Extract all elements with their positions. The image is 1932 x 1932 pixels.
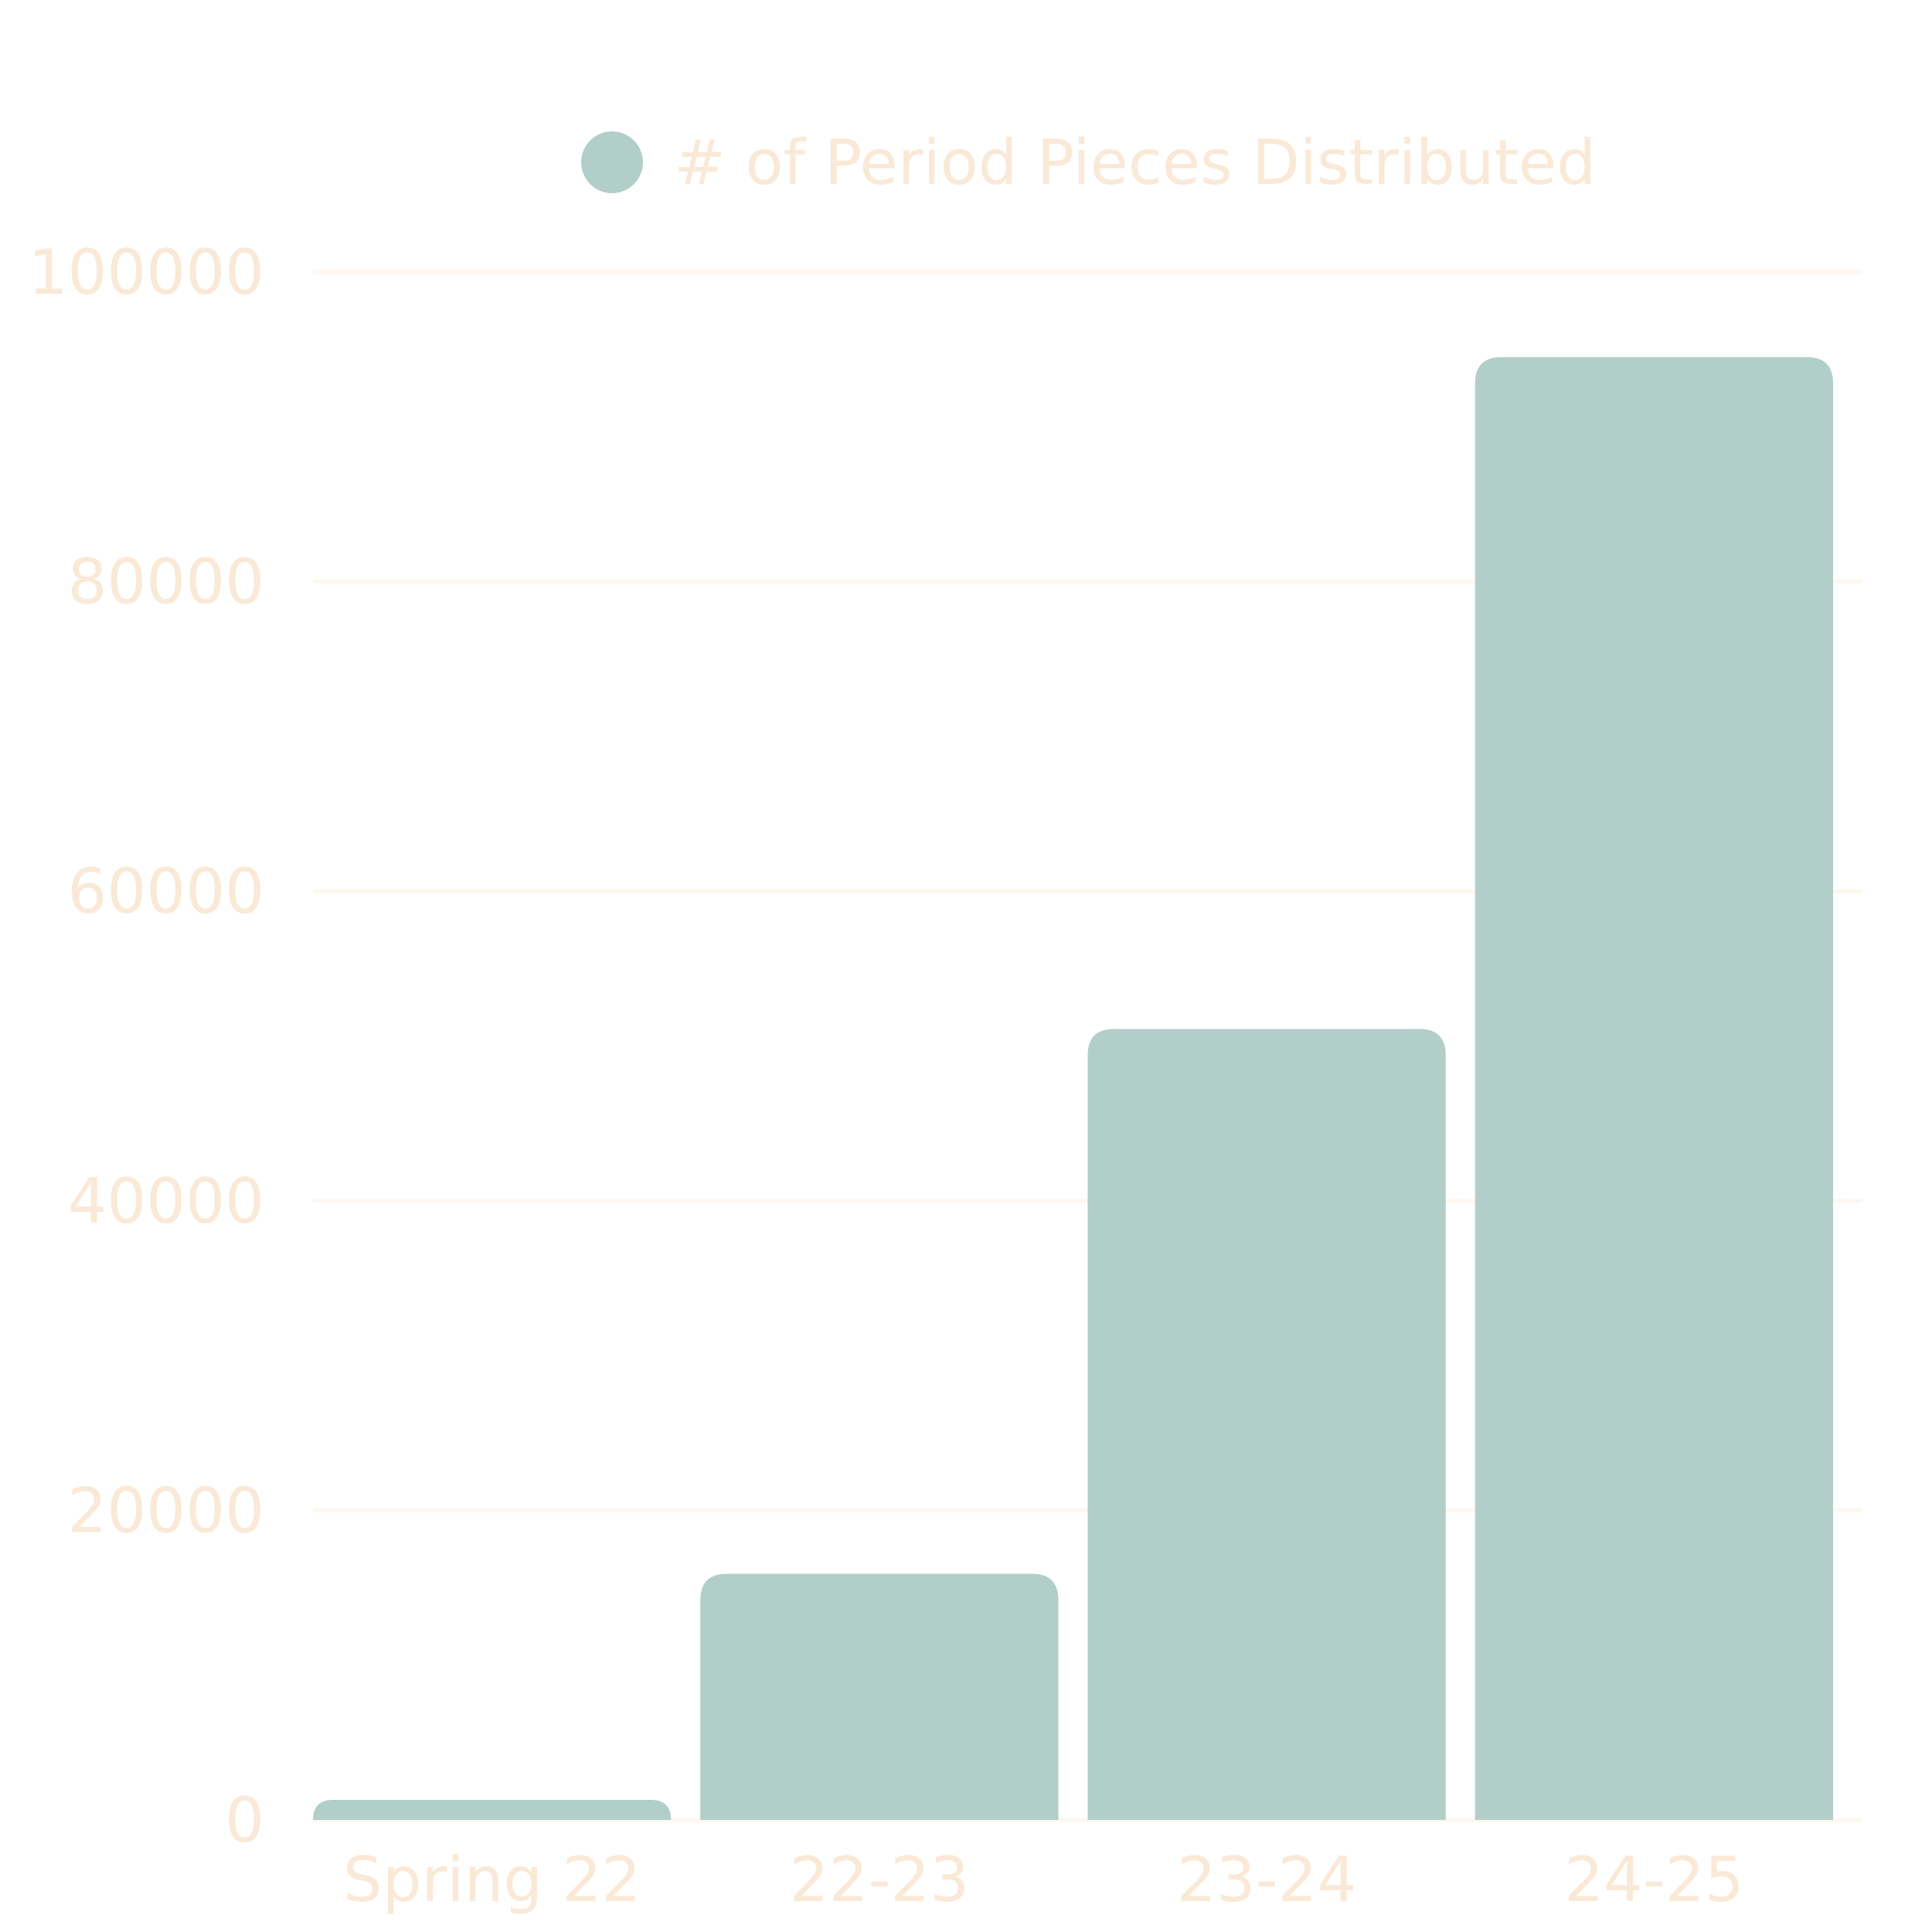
x-tick-label: 23-24 [1177,1844,1356,1916]
legend: # of Period Pieces Distributed [581,127,1596,199]
x-tick-label: 24-25 [1564,1844,1743,1916]
x-tick-label: 22-23 [790,1844,969,1916]
y-tick-label: 100000 [29,236,264,308]
y-tick-label: 80000 [68,546,265,618]
legend-label: # of Period Pieces Distributed [674,127,1596,199]
x-tick-label: Spring 22 [343,1844,641,1916]
bar-23-24[interactable] [1087,1029,1446,1820]
y-tick-label: 20000 [68,1475,265,1546]
bars [313,357,1833,1820]
x-axis-tick-labels: Spring 22 22-23 23-24 24-25 [343,1844,1744,1916]
bar-22-23[interactable] [700,1573,1059,1820]
y-axis-tick-labels: 0 20000 40000 60000 80000 100000 [29,236,264,1856]
y-tick-label: 40000 [68,1165,265,1237]
legend-swatch [581,131,643,193]
bar-spring-22[interactable] [313,1799,672,1820]
y-tick-label: 60000 [68,855,265,927]
bar-24-25[interactable] [1475,357,1833,1820]
y-tick-label: 0 [225,1784,264,1856]
